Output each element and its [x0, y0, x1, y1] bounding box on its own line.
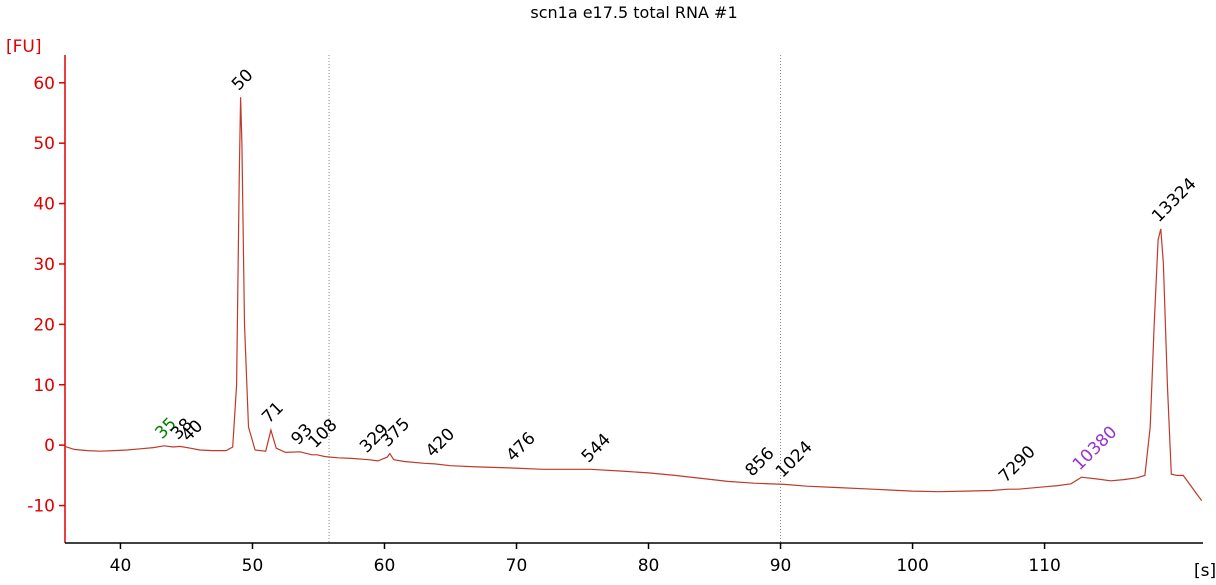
y-tick-label: 60	[33, 74, 55, 94]
x-tick-label: 70	[506, 556, 528, 576]
peak-label: 108	[305, 415, 342, 452]
peak-label: 7290	[995, 442, 1040, 487]
y-tick-label: 50	[33, 134, 55, 154]
y-tick-label: 0	[44, 436, 55, 456]
peak-label: 420	[422, 424, 459, 461]
peak-label: 544	[578, 430, 615, 467]
x-tick-label: 60	[374, 556, 396, 576]
x-tick-label: 100	[896, 556, 928, 576]
x-tick-label: 50	[242, 556, 264, 576]
x-tick-label: 80	[638, 556, 660, 576]
y-tick-label: 30	[33, 255, 55, 275]
chart-title: scn1a e17.5 total RNA #1	[530, 3, 737, 22]
x-axis-label: [s]	[1194, 561, 1216, 581]
trace-line	[64, 97, 1203, 502]
peak-label: 375	[377, 414, 414, 451]
y-tick-label: 40	[33, 195, 55, 215]
y-tick-label: -10	[27, 497, 55, 517]
x-tick-label: 110	[1028, 556, 1060, 576]
x-tick-label: 90	[770, 556, 792, 576]
peak-label: 476	[503, 429, 540, 466]
peak-label: 1024	[772, 437, 817, 482]
peak-label: 71	[258, 398, 287, 427]
x-tick-label: 40	[110, 556, 132, 576]
y-axis-label: [FU]	[6, 37, 42, 57]
peak-label: 10380	[1069, 422, 1121, 474]
y-tick-label: 10	[33, 376, 55, 396]
peak-label: 13324	[1148, 174, 1200, 226]
peak-label: 50	[228, 65, 257, 94]
y-tick-label: 20	[33, 315, 55, 335]
peak-label: 856	[742, 444, 779, 481]
